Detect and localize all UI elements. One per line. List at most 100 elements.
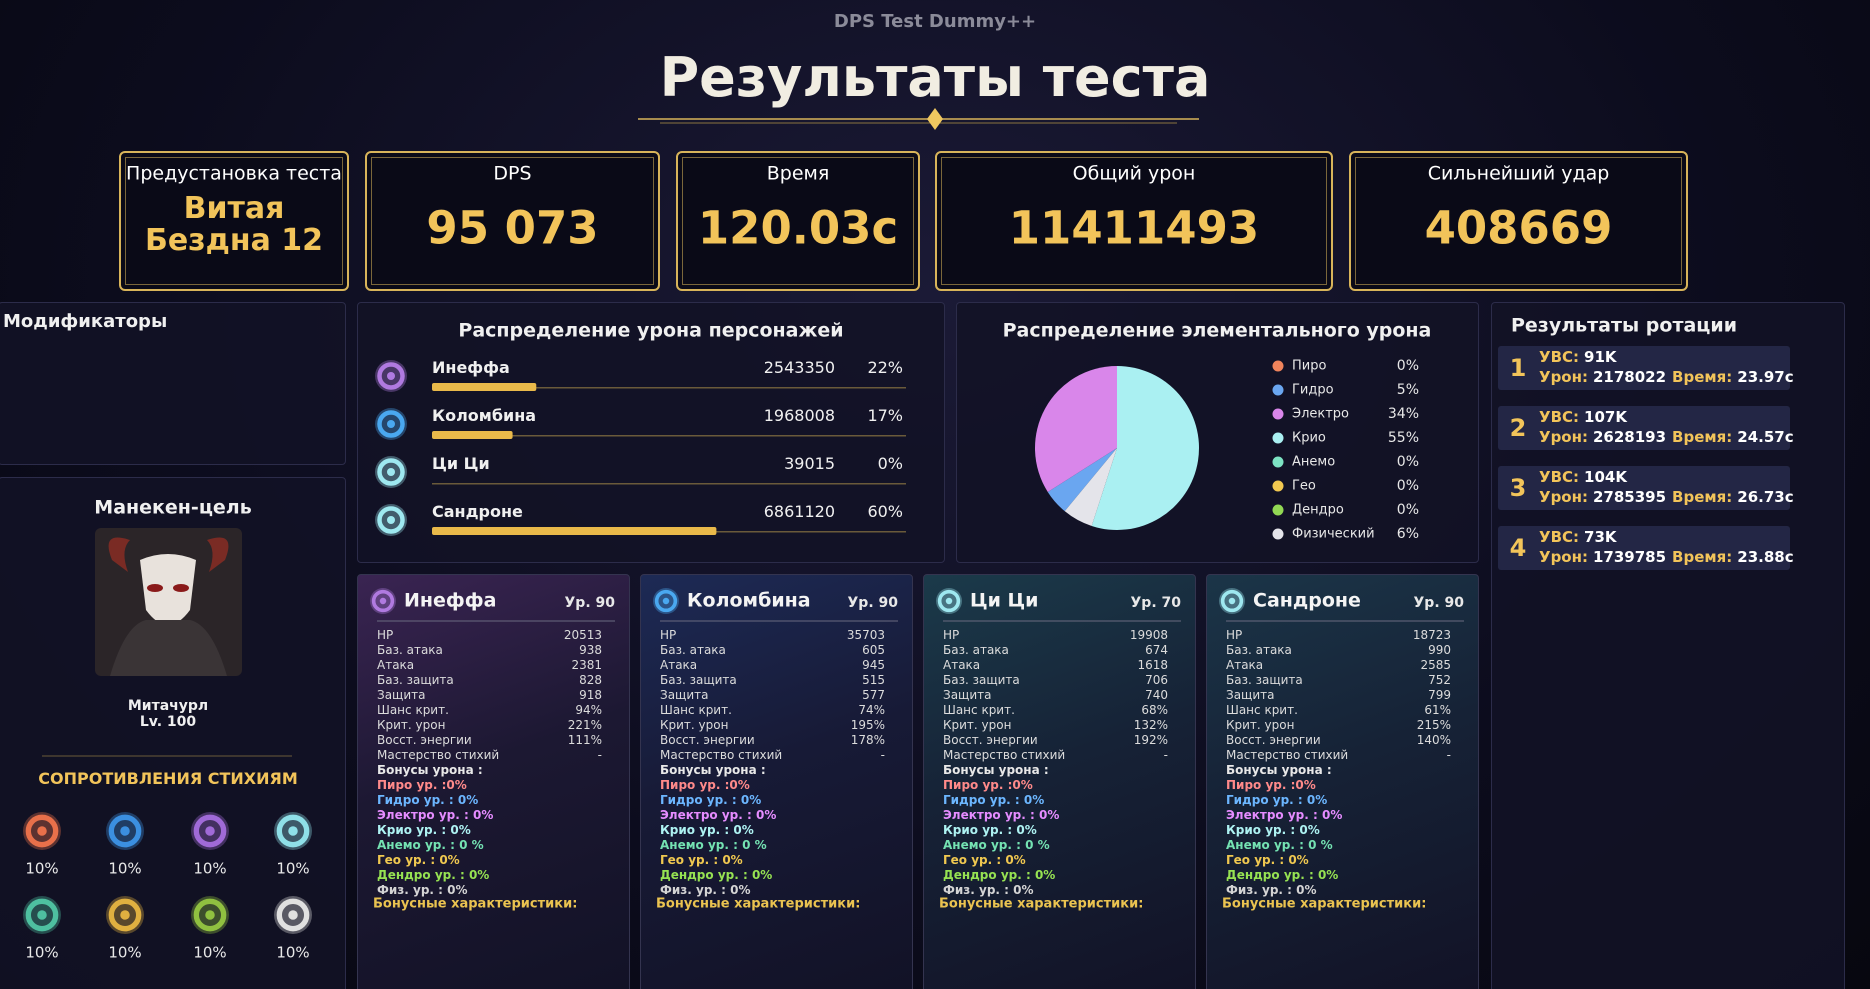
element-icon (945, 597, 953, 605)
stat-label: Восст. энергии (1226, 733, 1321, 747)
stat-value: 221% (567, 718, 602, 732)
damage-bar (432, 431, 513, 439)
bonus-stats-title: Бонусные характеристики: (1222, 896, 1427, 912)
stat-value: 19908 (1129, 628, 1168, 642)
bonus-title: Бонусы урона : (943, 763, 1049, 777)
element-icon (377, 458, 405, 486)
summary-label: Сильнейший удар (1427, 162, 1610, 185)
rotation-label: Урон: (1539, 488, 1588, 506)
stat-value: 706 (1145, 673, 1168, 687)
pie-slice (1047, 448, 1117, 512)
damage-bonus: Анемо ур. : 0 % (943, 838, 1050, 852)
rotation-index: 1 (1509, 354, 1527, 382)
element-icon (120, 910, 130, 920)
stat-value: 68% (1141, 703, 1168, 717)
legend-label: Гео (1292, 478, 1316, 494)
element-icon (937, 589, 961, 613)
damage-bonus: Крио ур. : 0% (1226, 823, 1320, 837)
stat-label: Шанс крит. (660, 703, 732, 717)
resistances-title: СОПРОТИВЛЕНИЯ СТИХИЯМ (38, 769, 298, 788)
character-damage: 1968008 (763, 406, 835, 425)
damage-bar (432, 527, 717, 535)
stat-value: 605 (862, 643, 885, 657)
rotation-label: Время: (1672, 368, 1733, 386)
character-card (1206, 574, 1479, 989)
stat-value: 94% (575, 703, 602, 717)
stat-label: Баз. атака (1226, 643, 1292, 657)
element-icon (205, 826, 215, 836)
summary-card (935, 151, 1333, 291)
damage-bonus: Электро ур. : 0% (1226, 808, 1343, 822)
card-level: Ур. 90 (847, 595, 899, 611)
stat-value: 938 (579, 643, 602, 657)
element-icon (276, 814, 310, 848)
stat-label: Восст. энергии (943, 733, 1038, 747)
rotation-time: 23.88с (1737, 548, 1794, 566)
character-name: Ци Ци (432, 454, 490, 473)
damage-bonus: Пиро ур. :0% (943, 778, 1033, 792)
element-icon (662, 597, 670, 605)
damage-bonus: Физ. ур. : 0% (1226, 883, 1317, 897)
element-icon (654, 589, 678, 613)
panel-title: Распределение элементального урона (1002, 319, 1432, 342)
character-card (923, 574, 1196, 989)
element-icon (288, 826, 298, 836)
damage-bonus: Физ. ур. : 0% (660, 883, 751, 897)
stat-value: 178% (850, 733, 885, 747)
legend-label: Электро (1292, 406, 1350, 422)
card-name: Ци Ци (970, 589, 1039, 612)
element-icon (288, 910, 298, 920)
legend-swatch (1272, 480, 1284, 492)
damage-bonus: Пиро ур. :0% (660, 778, 750, 792)
rotation-label: Время: (1672, 548, 1733, 566)
damage-bonus: Пиро ур. :0% (377, 778, 467, 792)
stat-label: Мастерство стихий (377, 748, 500, 762)
stat-label: Шанс крит. (377, 703, 449, 717)
target-level: Lv. 100 (139, 714, 197, 730)
bonus-title: Бонусы урона : (377, 763, 483, 777)
panel-title: Распределение урона персонажей (458, 319, 844, 342)
card-name: Коломбина (687, 589, 811, 612)
element-icon (193, 898, 227, 932)
pie-slice (1091, 366, 1199, 531)
legend-value: 0% (1396, 502, 1419, 518)
stat-value: 577 (862, 688, 885, 702)
elemental-distribution-panel (956, 302, 1479, 563)
damage-bonus: Гео ур. : 0% (377, 853, 460, 867)
legend-value: 6% (1396, 526, 1419, 542)
summary-card (119, 151, 349, 291)
element-icon (120, 826, 130, 836)
rotation-damage: 2785395 (1592, 488, 1667, 506)
legend-label: Анемо (1292, 454, 1336, 470)
rotation-line: УВС: 73K (1539, 530, 1617, 545)
summary-card (365, 151, 660, 291)
target-portrait (147, 584, 163, 592)
character-name: Сандроне (432, 502, 523, 521)
damage-bonus: Гео ур. : 0% (1226, 853, 1309, 867)
target-name: Митачурл (127, 698, 209, 714)
character-share: 60% (867, 502, 903, 521)
stat-value: 20513 (563, 628, 602, 642)
summary-label: Общий урон (1072, 162, 1196, 185)
resistance-value: 10% (108, 859, 142, 878)
damage-bonus: Дендро ур. : 0% (377, 868, 490, 882)
character-name: Коломбина (432, 406, 537, 425)
bonus-title: Бонусы урона : (1226, 763, 1332, 777)
stat-label: Защита (943, 688, 992, 702)
character-share: 17% (867, 406, 903, 425)
stat-value: 2585 (1420, 658, 1451, 672)
element-icon (108, 898, 142, 932)
stat-label: Атака (1226, 658, 1264, 672)
stat-value: 140% (1416, 733, 1451, 747)
stat-label: Восст. энергии (377, 733, 472, 747)
stat-label: Мастерство стихий (943, 748, 1066, 762)
legend-label: Физический (1292, 526, 1375, 542)
element-icon (387, 372, 395, 380)
element-icon (387, 468, 395, 476)
stat-label: Мастерство стихий (1226, 748, 1349, 762)
rotation-damage: 1739785 (1592, 548, 1667, 566)
stat-value: 192% (1133, 733, 1168, 747)
element-icon (1220, 589, 1244, 613)
stat-label: Крит. урон (377, 718, 446, 732)
